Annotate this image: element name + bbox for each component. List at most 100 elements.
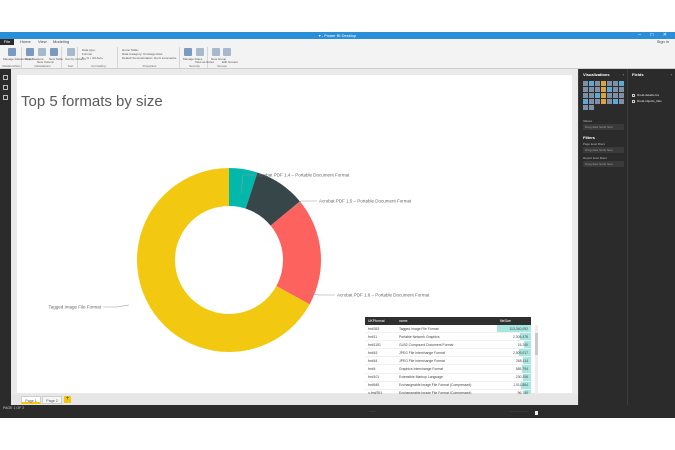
sort-icon[interactable] <box>67 48 75 56</box>
leader-line-tiff <box>103 304 130 308</box>
visual-type-icon[interactable] <box>583 81 588 86</box>
data-view-icon[interactable] <box>3 85 8 90</box>
tab-file[interactable]: File <box>0 39 14 45</box>
column-header-name[interactable]: name <box>399 319 408 323</box>
visual-type-icon[interactable] <box>607 93 612 98</box>
visual-type-icon[interactable] <box>595 93 600 98</box>
table-row[interactable]: fmt/353 Tagged Image File Format 113,340,0… <box>365 325 531 334</box>
visual-type-icon[interactable] <box>583 93 588 98</box>
report-filters-well[interactable]: Drag data fields here <box>583 161 624 167</box>
window-controls[interactable]: – □ ✕ <box>638 32 671 38</box>
visual-type-icon[interactable] <box>583 99 588 104</box>
new-column-icon[interactable] <box>38 48 46 56</box>
visual-type-icon[interactable] <box>583 87 588 92</box>
column-header-ukpformat[interactable]: UKPformat <box>368 319 385 323</box>
visual-type-icon[interactable] <box>607 87 612 92</box>
new-measure-button[interactable]: New Measure <box>25 57 44 61</box>
table-row[interactable]: fmt/11 Portable Network Graphics 2,305,478 <box>365 333 531 342</box>
sign-in-link[interactable]: Sign in <box>656 39 669 44</box>
slice-pdf14[interactable] <box>229 168 258 209</box>
tab-view[interactable]: View <box>38 39 47 44</box>
visual-type-icon[interactable] <box>619 87 624 92</box>
visual-type-icon[interactable] <box>613 87 618 92</box>
visual-type-icon[interactable] <box>613 81 618 86</box>
collapse-arrow-icon[interactable]: › <box>622 72 624 77</box>
values-well[interactable]: Drag data fields here <box>583 124 624 130</box>
visual-type-icon[interactable] <box>601 87 606 92</box>
filesize-value: 2,305,478 <box>512 334 528 339</box>
visual-type-icon[interactable] <box>601 81 606 86</box>
field-table-droid-objects[interactable]: Droid-objects_files <box>632 99 662 103</box>
manage-roles-button[interactable]: Manage Roles <box>183 57 203 61</box>
table-row[interactable]: fmt/44 JPEG File Interchange Format 268,11… <box>365 357 531 366</box>
table-scrollbar[interactable] <box>535 325 538 415</box>
visual-type-icon[interactable] <box>589 81 594 86</box>
table-row[interactable]: fmt/1151 GLB2 Compound Document Format 15,… <box>365 341 531 350</box>
new-measure-icon[interactable] <box>26 48 34 56</box>
tab-home[interactable]: Home <box>20 39 31 44</box>
slice-pdf16[interactable] <box>270 201 321 305</box>
visual-type-icon[interactable] <box>601 99 606 104</box>
report-page[interactable]: Top 5 formats by size Acrobat PDF 1.4 – … <box>17 75 572 415</box>
data-category-dropdown[interactable]: Data Category: Uncategorized <box>122 52 163 56</box>
collapse-arrow-icon[interactable]: › <box>670 72 672 77</box>
visual-type-icon[interactable] <box>613 93 618 98</box>
manage-roles-icon[interactable] <box>184 48 192 56</box>
column-header-filesize[interactable]: fileSize <box>500 319 511 323</box>
tab-modeling[interactable]: Modeling <box>53 39 70 44</box>
cell-ukpformat: fmt/101 <box>368 375 380 380</box>
donut-chart[interactable]: Acrobat PDF 1.4 – Portable Document Form… <box>17 75 572 393</box>
slice-pdf15[interactable] <box>245 172 300 226</box>
home-table-dropdown[interactable]: Home Table: <box>122 48 139 52</box>
add-page-button[interactable]: + <box>64 396 71 403</box>
visual-type-icon[interactable] <box>613 99 618 104</box>
visual-type-icon[interactable] <box>601 93 606 98</box>
visual-type-icon[interactable] <box>589 87 594 92</box>
visual-type-icon[interactable] <box>595 87 600 92</box>
relationships-view-icon[interactable] <box>3 95 8 100</box>
format-controls[interactable]: $ - % • .00 Auto <box>82 56 103 60</box>
visual-type-icon[interactable] <box>595 81 600 86</box>
view-as-roles-button[interactable]: View as Roles <box>195 60 214 64</box>
visual-type-icon[interactable] <box>595 99 600 104</box>
visual-type-icon[interactable] <box>589 105 594 110</box>
edit-groups-button[interactable]: Edit Groups <box>222 60 238 64</box>
cell-name: Extensible Markup Language <box>399 375 443 380</box>
table-row[interactable]: fmt/645 Exchangeable Image File Format (C… <box>365 381 531 390</box>
visual-type-icon[interactable] <box>589 99 594 104</box>
page-tab-2[interactable]: Page 2 <box>42 396 62 404</box>
group-label: Groups <box>217 64 227 68</box>
visual-type-icon[interactable] <box>619 81 624 86</box>
visual-type-icon[interactable] <box>583 105 588 110</box>
table-row[interactable]: fmt/101 Extensible Markup Language 230,206 <box>365 373 531 382</box>
visual-type-icon[interactable] <box>607 81 612 86</box>
sort-by-column-button[interactable]: Sort by Column <box>65 57 86 61</box>
visual-type-icon[interactable] <box>589 93 594 98</box>
visual-type-icon[interactable] <box>607 99 612 104</box>
page-tab-1[interactable]: Page 1 <box>21 396 41 404</box>
field-table-droid-details[interactable]: Droid-details.csv <box>632 93 659 97</box>
edit-groups-icon[interactable] <box>223 48 231 56</box>
filesize-value: 585,794 <box>515 367 528 372</box>
data-type-dropdown[interactable]: Data type: <box>82 48 96 52</box>
table-row[interactable]: fmt/43 JPEG File Interchange Format 2,509,… <box>365 349 531 358</box>
new-group-icon[interactable] <box>212 48 220 56</box>
manage-relationships-button[interactable]: Manage Relationships <box>3 57 33 61</box>
view-as-roles-icon[interactable] <box>196 48 204 56</box>
new-column-button[interactable]: New Column <box>37 60 55 64</box>
format-dropdown[interactable]: Format: <box>82 52 93 56</box>
page-filters-well[interactable]: Drag data fields here <box>583 147 624 153</box>
visual-type-icon[interactable] <box>619 93 624 98</box>
new-group-button[interactable]: New Group <box>211 57 227 61</box>
report-view-icon[interactable] <box>3 75 8 80</box>
table-scrollbar-thumb[interactable] <box>535 333 538 355</box>
manage-relationships-icon[interactable] <box>8 48 16 56</box>
group-label: Relationships <box>2 64 21 68</box>
new-table-button[interactable]: New Table <box>49 57 63 61</box>
cell-ukpformat: fmt/11 <box>368 334 378 339</box>
visual-type-icon[interactable] <box>619 99 624 104</box>
slice-tiff[interactable] <box>137 168 310 352</box>
default-summarization-dropdown[interactable]: Default Summarization: Don't summarize <box>122 56 177 60</box>
new-table-icon[interactable] <box>50 48 58 56</box>
table-row[interactable]: fmt/4 Graphics Interchange Format 585,794 <box>365 365 531 374</box>
